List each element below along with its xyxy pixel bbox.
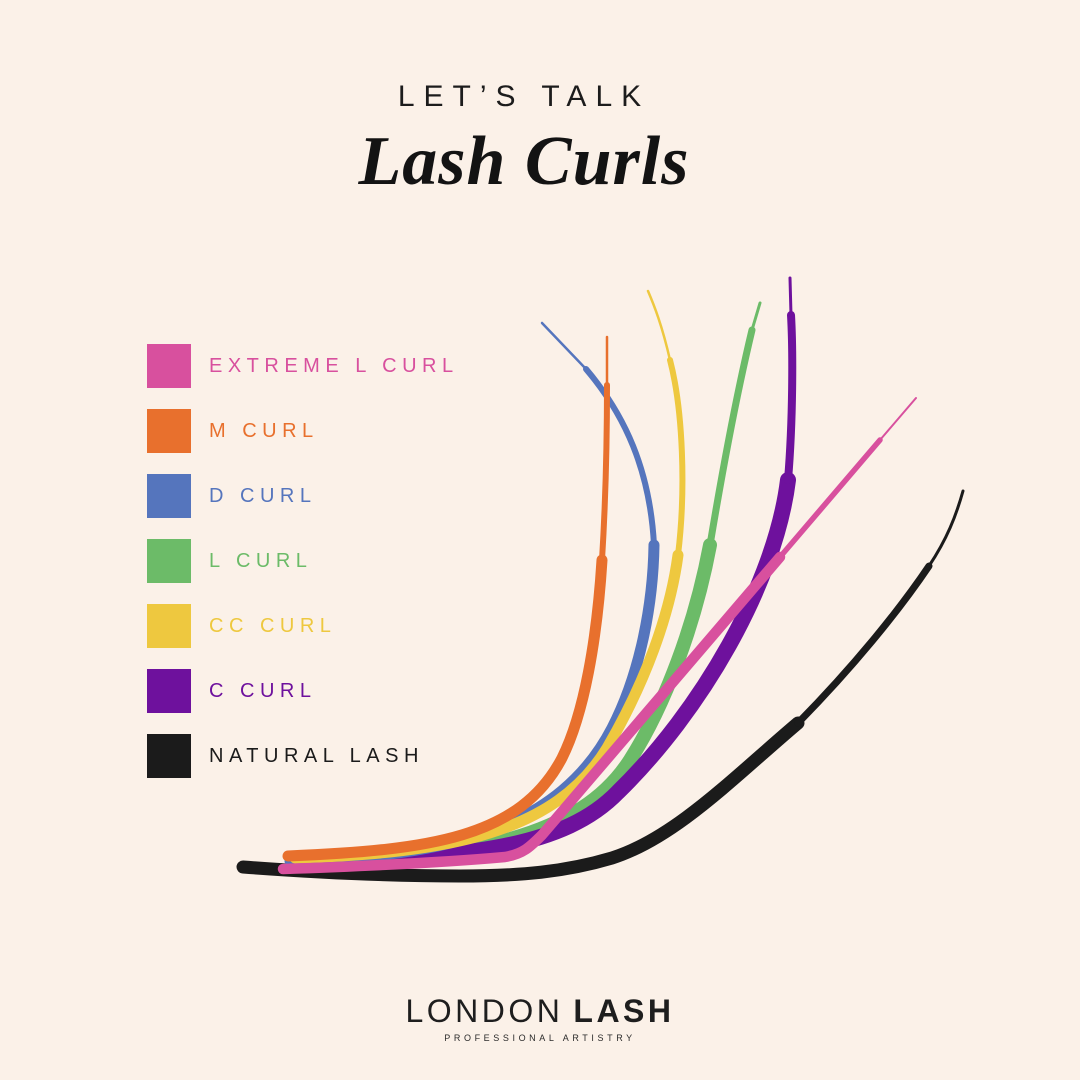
brand-logo-lash: LASH — [573, 993, 675, 1029]
lash-curve-m-curl — [282, 335, 610, 862]
legend-label: NATURAL LASH — [209, 744, 424, 767]
legend-item-extreme-l-curl: EXTREME L CURL — [147, 344, 459, 388]
lash-curve-extreme-l-curl — [277, 397, 917, 875]
legend-item-c-curl: C CURL — [147, 669, 459, 713]
header-kicker: LET’S TALK — [397, 80, 651, 113]
legend: EXTREME L CURL M CURL D CURL L CURL CC C… — [147, 344, 459, 778]
legend-item-natural-lash: NATURAL LASH — [147, 734, 459, 778]
footer: LONDON LASH PROFESSIONAL ARTISTRY — [0, 993, 1080, 1043]
page-title: Lash Curls — [358, 123, 690, 200]
legend-item-m-curl: M CURL — [147, 409, 459, 453]
color-swatch-extreme-l-curl — [147, 344, 191, 388]
header: LET’S TALK Lash Curls — [0, 0, 1064, 202]
lash-curve-natural-lash — [236, 489, 965, 883]
legend-item-d-curl: D CURL — [147, 474, 459, 518]
legend-label: EXTREME L CURL — [209, 354, 459, 377]
color-swatch-c-curl — [147, 669, 191, 713]
legend-item-cc-curl: CC CURL — [147, 604, 459, 648]
brand-logo-london: LONDON — [405, 993, 564, 1029]
brand-tagline: PROFESSIONAL ARTISTRY — [444, 1033, 636, 1043]
legend-label: M CURL — [209, 419, 319, 442]
color-swatch-natural-lash — [147, 734, 191, 778]
color-swatch-m-curl — [147, 409, 191, 453]
color-swatch-cc-curl — [147, 604, 191, 648]
legend-label: L CURL — [209, 549, 313, 572]
color-swatch-d-curl — [147, 474, 191, 518]
legend-label: D CURL — [209, 484, 317, 507]
legend-item-l-curl: L CURL — [147, 539, 459, 583]
brand-logo: LONDON LASH — [0, 993, 1080, 1030]
legend-label: CC CURL — [209, 614, 337, 637]
color-swatch-l-curl — [147, 539, 191, 583]
legend-label: C CURL — [209, 679, 317, 702]
